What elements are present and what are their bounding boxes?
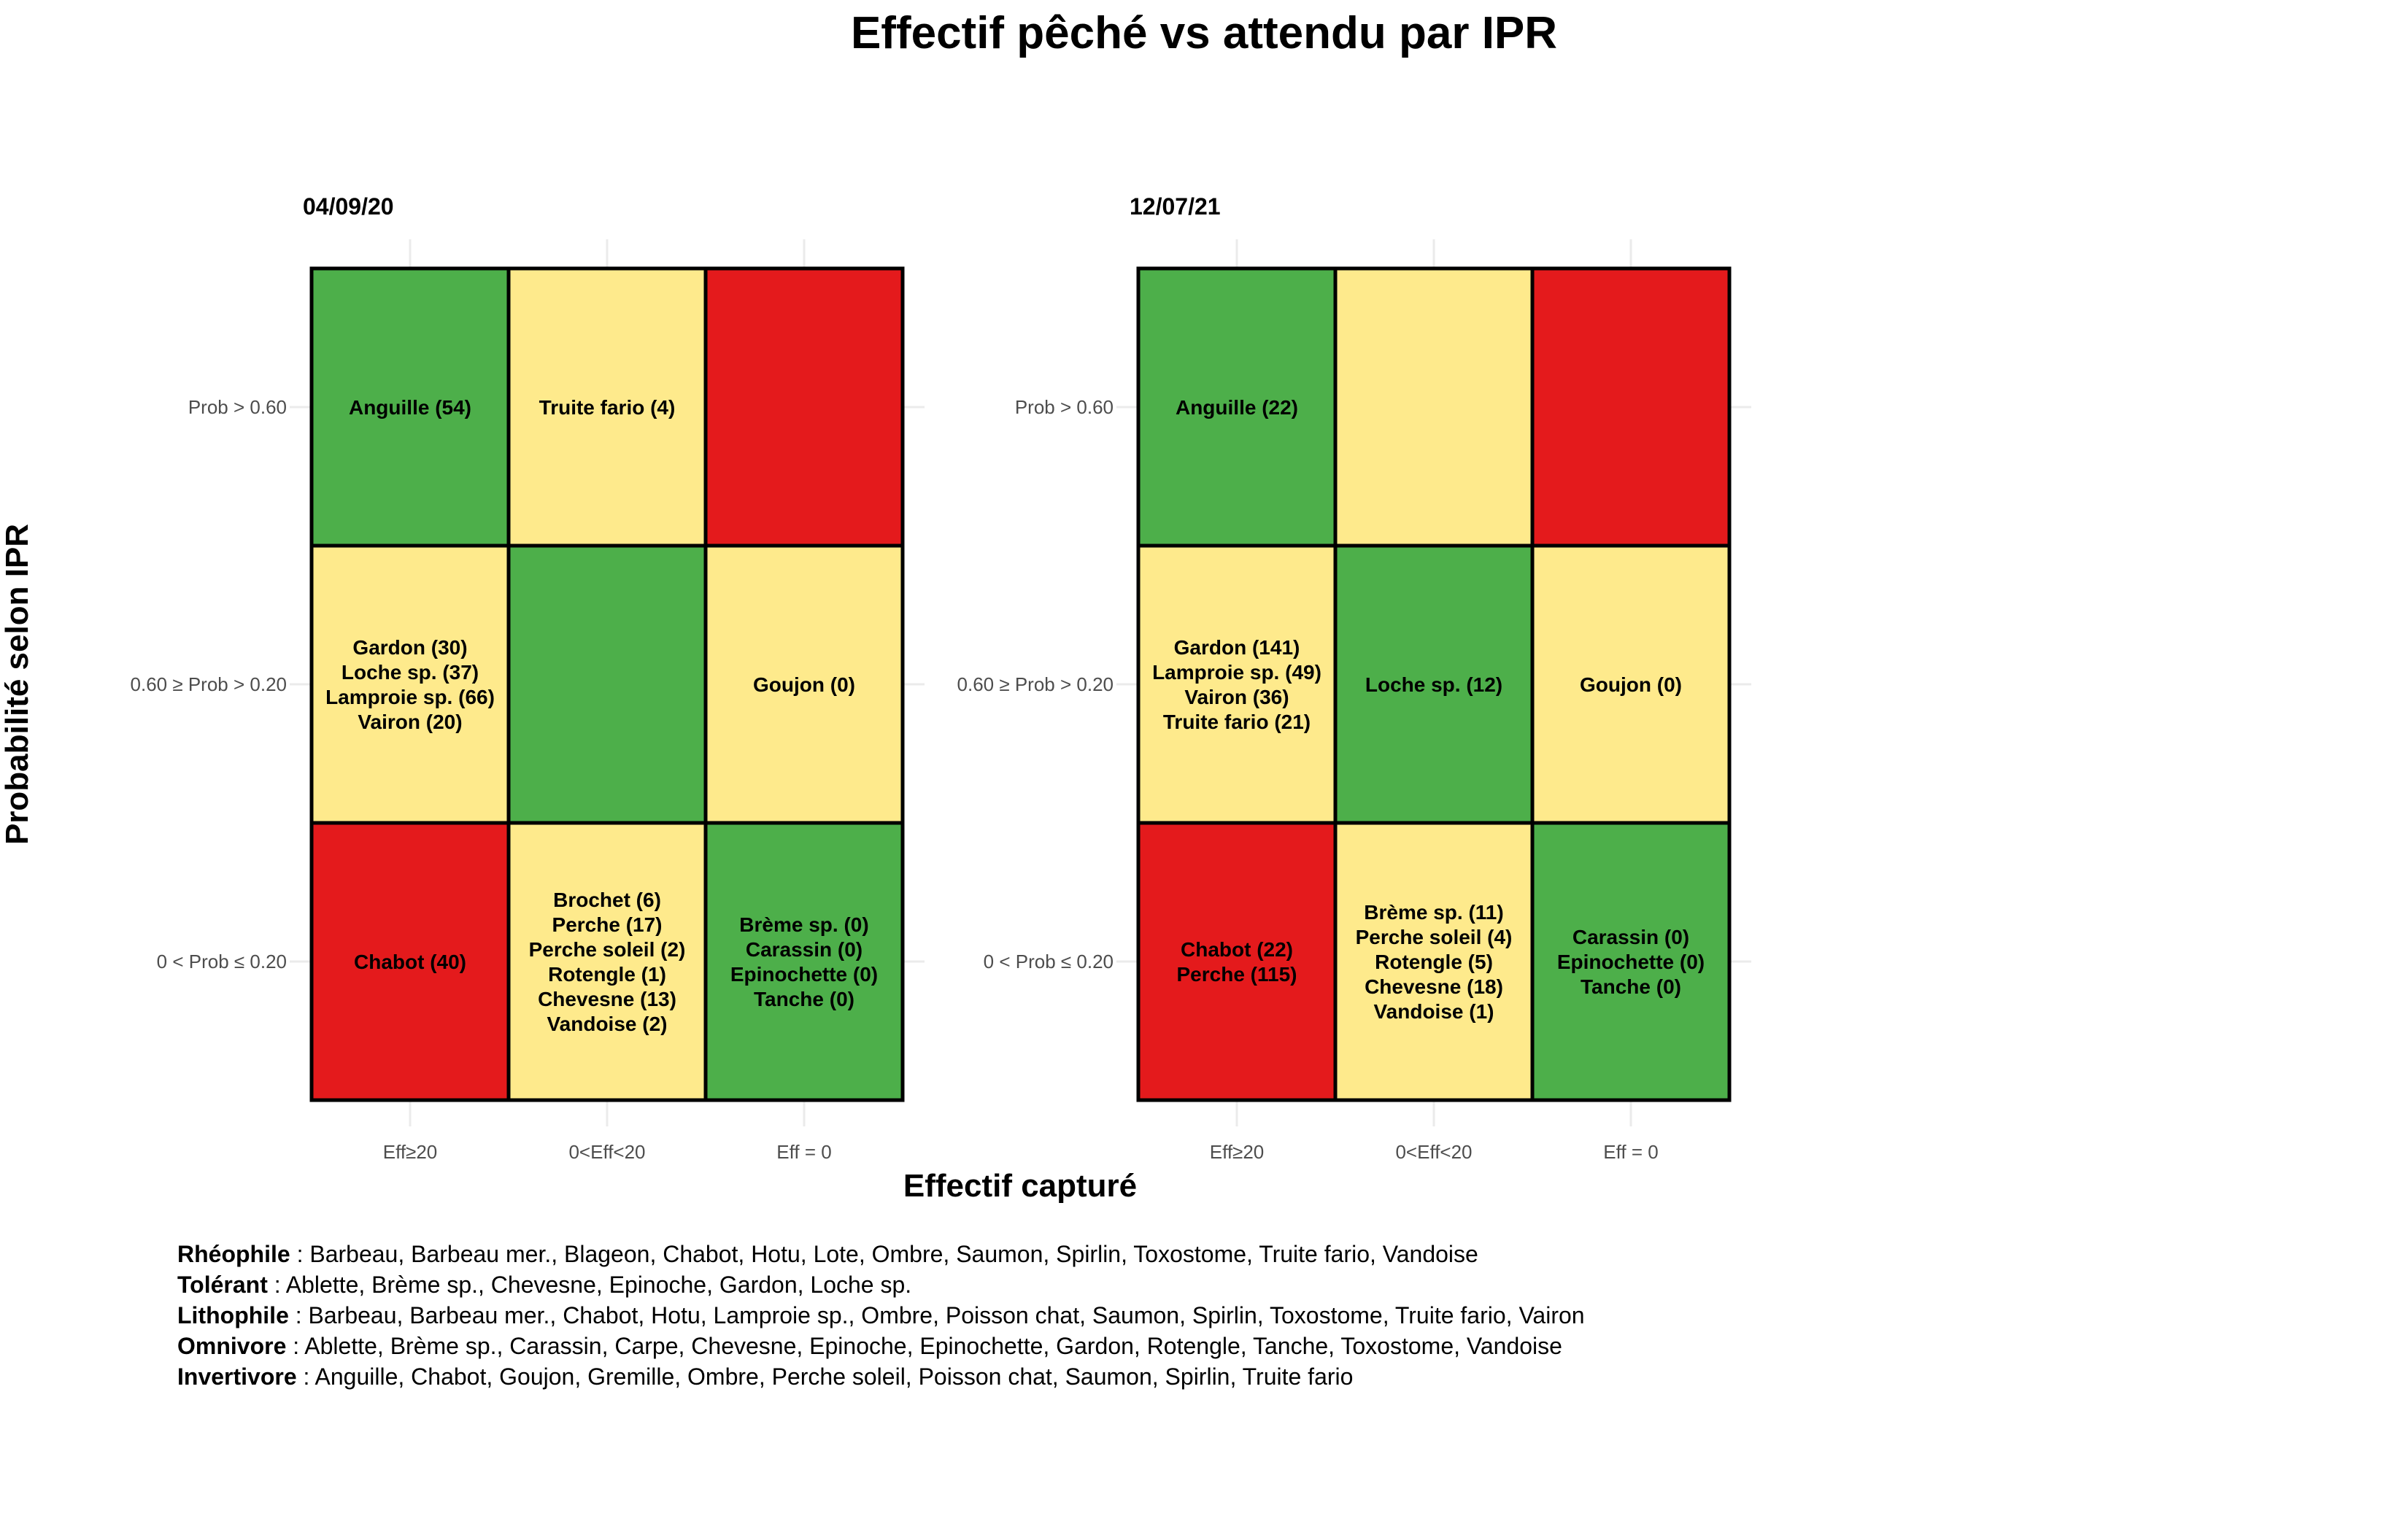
cell-species-label: Tanche (0) [754, 988, 854, 1010]
cell-species-label: Goujon (0) [1580, 673, 1682, 696]
cell-species-label: Goujon (0) [753, 673, 855, 696]
y-tick-label: Prob > 0.60 [1015, 396, 1114, 418]
panel-1: 04/09/20 Prob > 0.60 0.60 ≥ Prob > 0.20 0 <… [131, 193, 925, 1163]
cell-species-label: Vandoise (2) [547, 1013, 668, 1035]
panel-label: 04/09/20 [303, 193, 394, 220]
caption-line: Invertivore : Anguille, Chabot, Goujon, … [177, 1363, 1353, 1390]
heatmap-cell [1530, 821, 1732, 1102]
cell-species-label: Lamproie sp. (49) [1152, 661, 1321, 684]
heatmap-cell [703, 266, 905, 548]
cell-species-label: Brème sp. (11) [1364, 901, 1503, 924]
caption-line: Lithophile : Barbeau, Barbeau mer., Chab… [177, 1302, 1585, 1328]
cell-species-label: Carassin (0) [746, 938, 863, 961]
cell-species-label: Anguille (54) [349, 396, 471, 419]
heatmap-cell [309, 821, 511, 1102]
panel-label: 12/07/21 [1130, 193, 1221, 220]
x-tick-label: 0<Eff<20 [1395, 1141, 1472, 1163]
cell-species-label: Epinochette (0) [1557, 951, 1705, 973]
heatmap-cell [703, 821, 905, 1102]
x-tick-label: Eff≥20 [1210, 1141, 1265, 1163]
y-tick-label: Prob > 0.60 [188, 396, 287, 418]
cell-species-label: Chabot (40) [354, 951, 466, 973]
chart-title: Effectif pêché vs attendu par IPR [851, 8, 1557, 58]
cell-species-label: Brème sp. (0) [739, 913, 868, 936]
cell-species-label: Chevesne (18) [1365, 975, 1503, 998]
cell-species-label: Perche soleil (4) [1356, 926, 1513, 948]
cell-species-label: Loche sp. (37) [341, 661, 479, 684]
cell-species-label: Carassin (0) [1572, 926, 1689, 948]
cell-species-label: Chabot (22) [1181, 938, 1293, 961]
y-axis-title: Probabilité selon IPR [0, 524, 35, 845]
cell-species-label: Anguille (22) [1176, 396, 1298, 419]
x-tick-label: Eff≥20 [383, 1141, 438, 1163]
heatmap-cell [1530, 266, 1732, 548]
heatmap-cell [506, 543, 708, 825]
cell-species-label: Perche (17) [552, 913, 663, 936]
caption-legend: Rhéophile : Barbeau, Barbeau mer., Blage… [177, 1241, 1585, 1390]
x-tick-label: Eff = 0 [776, 1141, 831, 1163]
heatmap-cell [1530, 543, 1732, 825]
heatmap-cell [703, 543, 905, 825]
y-tick-label: 0.60 ≥ Prob > 0.20 [957, 673, 1114, 695]
cell-species-label: Rotengle (5) [1375, 951, 1493, 973]
cell-species-label: Tanche (0) [1581, 975, 1681, 998]
y-tick-label: 0.60 ≥ Prob > 0.20 [131, 673, 287, 695]
caption-line: Tolérant : Ablette, Brème sp., Chevesne,… [177, 1272, 911, 1298]
caption-line: Rhéophile : Barbeau, Barbeau mer., Blage… [177, 1241, 1478, 1267]
y-tick-label: 0 < Prob ≤ 0.20 [984, 951, 1114, 972]
heatmap-cell [506, 821, 708, 1102]
cell-species-label: Brochet (6) [553, 889, 661, 911]
cell-species-label: Loche sp. (12) [1365, 673, 1502, 696]
cell-species-label: Epinochette (0) [730, 963, 878, 986]
heatmap-cell [1136, 821, 1338, 1102]
x-axis-title: Effectif capturé [903, 1168, 1137, 1204]
cell-species-label: Lamproie sp. (66) [325, 686, 495, 708]
cell-species-label: Vandoise (1) [1374, 1000, 1494, 1023]
caption-line: Omnivore : Ablette, Brème sp., Carassin,… [177, 1333, 1562, 1359]
panel-2: 12/07/21 Prob > 0.60 0.60 ≥ Prob > 0.20 0 <… [957, 193, 1751, 1163]
cell-species-label: Gardon (141) [1174, 636, 1300, 659]
cell-species-label: Perche soleil (2) [529, 938, 686, 961]
cell-species-label: Truite fario (21) [1163, 711, 1311, 733]
cell-species-label: Gardon (30) [352, 636, 467, 659]
cell-species-label: Vairon (20) [358, 711, 462, 733]
cell-species-label: Vairon (36) [1184, 686, 1289, 708]
heatmap-cell [309, 543, 511, 825]
x-tick-label: 0<Eff<20 [568, 1141, 645, 1163]
cell-species-label: Rotengle (1) [548, 963, 666, 986]
x-tick-label: Eff = 0 [1603, 1141, 1658, 1163]
cell-species-label: Chevesne (13) [538, 988, 676, 1010]
cell-species-label: Perche (115) [1177, 963, 1297, 986]
y-tick-label: 0 < Prob ≤ 0.20 [157, 951, 287, 972]
heatmap-cell [1136, 543, 1338, 825]
heatmap-cell [1333, 266, 1535, 548]
cell-species-label: Truite fario (4) [539, 396, 676, 419]
